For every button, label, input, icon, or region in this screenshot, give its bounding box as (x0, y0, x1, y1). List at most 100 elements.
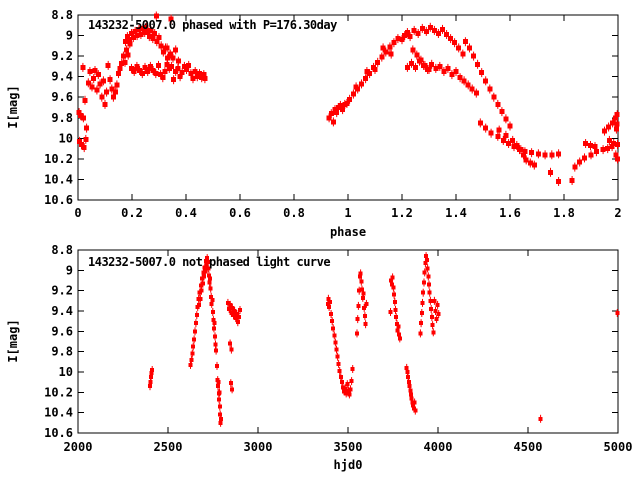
data-point (404, 365, 409, 370)
data-point (430, 323, 435, 328)
y-tick-label: 9.4 (51, 304, 73, 318)
data-point (426, 274, 431, 279)
data-point (427, 290, 432, 295)
bottom-y-axis-label: I[mag] (6, 319, 20, 362)
data-point (116, 71, 121, 77)
data-point (418, 331, 423, 336)
data-point (202, 76, 208, 82)
data-point (606, 124, 612, 130)
data-point (615, 156, 620, 162)
data-point (152, 31, 158, 36)
data-point (429, 315, 434, 320)
data-point (449, 72, 455, 78)
data-point (392, 299, 397, 304)
data-point (406, 380, 411, 385)
data-point (390, 275, 395, 280)
data-point (210, 310, 215, 314)
data-point (132, 28, 138, 34)
x-tick-label: 0 (74, 206, 81, 220)
data-point (209, 301, 214, 306)
data-point (211, 318, 216, 323)
data-point (391, 40, 397, 46)
data-point (231, 313, 236, 318)
data-point (362, 314, 367, 319)
data-point (355, 331, 359, 336)
data-point (156, 62, 161, 68)
data-point (593, 149, 599, 155)
data-point (506, 141, 512, 146)
data-point (499, 109, 505, 115)
data-point (164, 61, 170, 67)
data-point (389, 282, 394, 287)
data-point (395, 328, 400, 333)
data-point (177, 74, 183, 80)
data-point (462, 39, 468, 45)
data-point (227, 307, 232, 311)
data-point (358, 271, 363, 276)
data-point (375, 59, 381, 65)
data-point (100, 78, 106, 84)
data-point (350, 91, 356, 97)
data-point (467, 45, 472, 51)
data-point (422, 270, 427, 275)
data-point (405, 370, 410, 374)
data-point (477, 120, 483, 126)
data-point (233, 316, 238, 321)
data-point (97, 81, 103, 87)
data-point (436, 312, 441, 316)
y-tick-label: 9.2 (51, 49, 73, 63)
data-point (330, 119, 336, 125)
data-point (344, 100, 350, 106)
data-point (391, 285, 396, 290)
bottom-data-points (148, 252, 620, 427)
data-point (124, 47, 130, 53)
data-point (397, 336, 402, 341)
data-point (424, 254, 429, 259)
y-tick-label: 9.8 (51, 345, 73, 359)
data-point (394, 315, 399, 320)
data-point (379, 54, 385, 60)
data-point (168, 63, 174, 69)
data-point (456, 45, 462, 51)
data-point (173, 69, 179, 74)
data-point (424, 258, 429, 263)
data-point (77, 138, 83, 144)
y-tick-label: 10.2 (44, 152, 73, 166)
data-point (422, 280, 426, 285)
data-point (410, 400, 415, 405)
data-point (188, 362, 193, 367)
data-point (102, 101, 108, 107)
data-point (397, 332, 402, 337)
top-y-axis-label: I[mag] (6, 85, 20, 128)
data-point (510, 137, 516, 143)
data-point (218, 412, 223, 417)
data-point (131, 69, 137, 74)
data-point (215, 363, 219, 368)
data-point (340, 107, 346, 113)
data-point (204, 263, 209, 268)
data-point (114, 82, 120, 88)
data-point (344, 391, 349, 396)
bottom-plot-title: 143232-5007.0 not phased light curve (88, 255, 330, 269)
data-point (615, 311, 620, 315)
data-point (214, 348, 219, 353)
data-point (199, 75, 205, 81)
data-point (192, 69, 198, 74)
data-point (92, 68, 98, 73)
data-point (431, 330, 436, 335)
data-point (609, 144, 615, 150)
data-point (396, 324, 401, 329)
x-tick-label: 5000 (604, 440, 633, 454)
data-point (124, 34, 130, 40)
data-point (202, 274, 206, 279)
data-point (361, 291, 366, 296)
data-point (337, 102, 343, 108)
data-point (208, 276, 213, 281)
data-point (202, 265, 207, 270)
data-point (606, 137, 612, 143)
data-point (117, 65, 123, 71)
data-point (145, 28, 151, 34)
data-point (367, 71, 373, 77)
data-point (465, 82, 471, 88)
data-point (427, 282, 431, 287)
